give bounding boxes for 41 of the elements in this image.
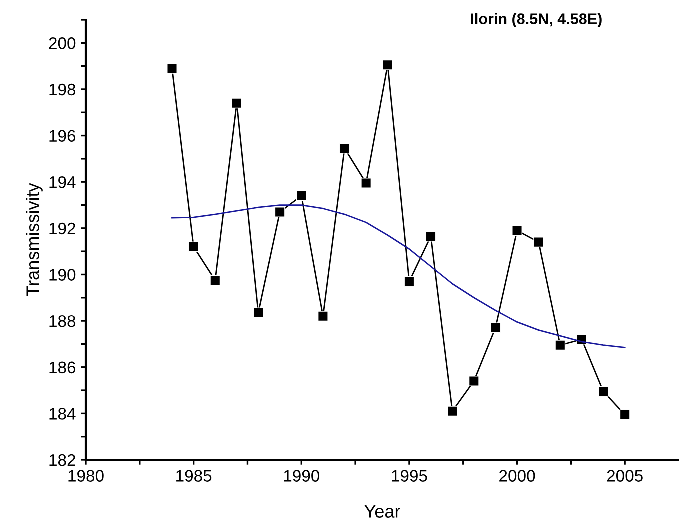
point xyxy=(253,308,264,318)
y-tick-label: 198 xyxy=(50,84,76,96)
point xyxy=(404,276,415,287)
y-tick-label: 186 xyxy=(50,362,76,374)
point xyxy=(232,98,242,109)
point xyxy=(598,386,609,397)
point xyxy=(340,143,350,154)
line-series xyxy=(172,204,626,348)
point xyxy=(361,178,372,188)
y-tick-label: 190 xyxy=(50,269,76,281)
x-axis-title: Year xyxy=(364,505,400,518)
point xyxy=(167,63,178,74)
point xyxy=(188,242,200,252)
point xyxy=(512,226,522,236)
x-tick-label: 1980 xyxy=(68,470,104,482)
point xyxy=(447,406,458,417)
y-tick-label: 182 xyxy=(50,454,76,466)
y-tick-label: 194 xyxy=(50,176,76,188)
point xyxy=(274,207,286,218)
point xyxy=(468,376,480,386)
x-tick-label: 1990 xyxy=(284,470,320,482)
y-tick-label: 196 xyxy=(50,130,76,142)
point xyxy=(426,231,436,242)
point xyxy=(555,340,566,351)
chart-title: Ilorin (8.5N, 4.58E) xyxy=(471,13,602,28)
x-tick-label: 2000 xyxy=(500,470,536,482)
point xyxy=(620,410,630,420)
x-tick-label: 1985 xyxy=(176,470,212,482)
point xyxy=(296,190,307,202)
y-tick-label: 192 xyxy=(50,222,76,235)
point xyxy=(210,275,221,286)
y-tick-label: 184 xyxy=(50,408,76,420)
point xyxy=(382,60,394,70)
point xyxy=(490,322,501,334)
x-tick-label: 1995 xyxy=(392,470,428,482)
point xyxy=(534,237,544,248)
y-tick-label: 188 xyxy=(50,315,76,328)
x-tick-label: 2005 xyxy=(607,470,643,482)
point xyxy=(318,311,328,322)
y-axis-title: Transmissivity xyxy=(26,183,43,296)
y-tick-label: 200 xyxy=(49,38,76,50)
